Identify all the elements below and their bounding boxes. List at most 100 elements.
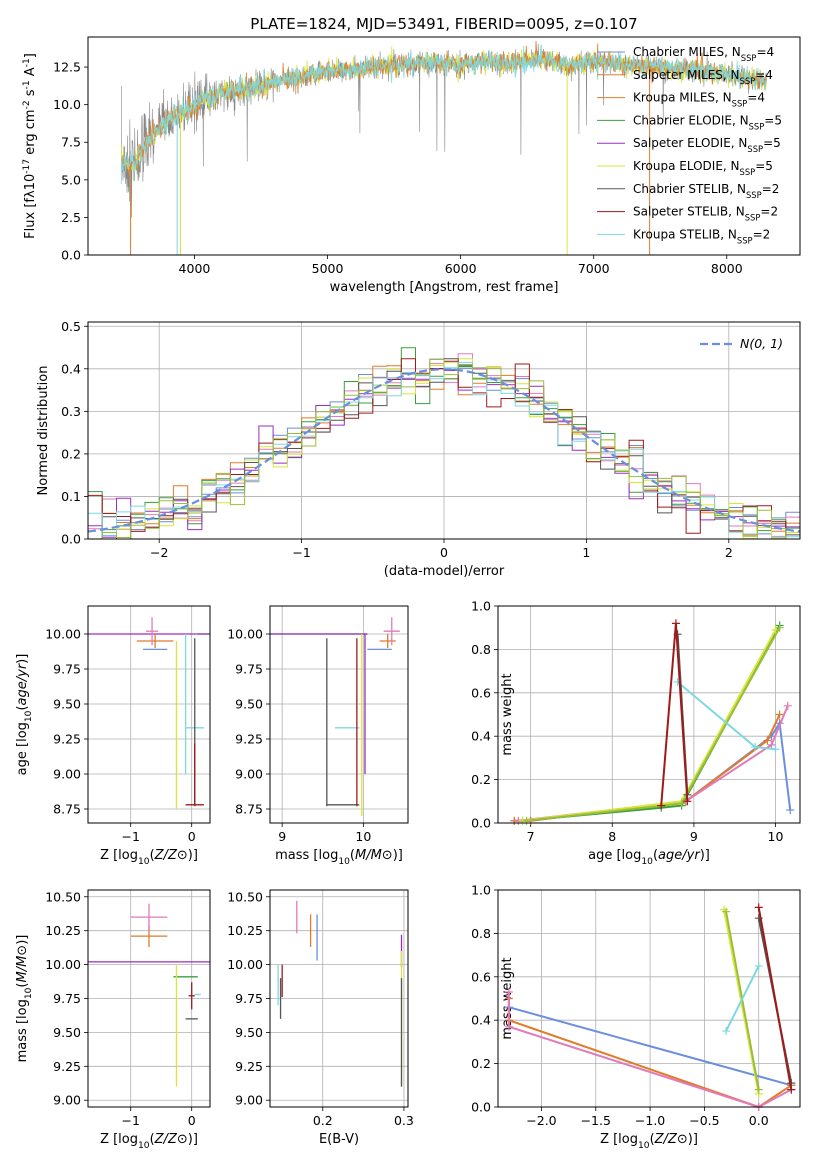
axes-frame [497, 605, 801, 824]
normal-curve [88, 368, 800, 533]
y-tick-label: 0.2 [471, 1056, 491, 1071]
x-tick-label: −1 [292, 545, 310, 560]
y-tick-label: 0.8 [471, 642, 491, 657]
y-axis-label: age [log10(age/yr)] [15, 654, 34, 776]
x-tick-label: 0.2 [313, 1113, 333, 1128]
y-tick-label: 0.5 [61, 319, 81, 334]
series-line [507, 992, 792, 1109]
y-tick-label: 0.0 [61, 532, 81, 547]
plus-marker [754, 961, 763, 970]
series-line [757, 907, 793, 1090]
y-axis-label: Normed distribution [36, 366, 51, 496]
legend-label: Chabrier MILES, NSSP=4 [633, 45, 774, 63]
x-tick-label: −1 [121, 829, 139, 844]
y-tick-label: 12.5 [53, 60, 81, 75]
x-tick-label: 7 [527, 829, 535, 844]
series-line [725, 965, 760, 1032]
plus-marker [783, 701, 792, 710]
y-tick-label: 9.00 [53, 767, 81, 782]
legend-label: Chabrier ELODIE, NSSP=5 [633, 113, 782, 131]
x-tick-label: 0 [440, 545, 448, 560]
x-axis-label: age [log10(age/yr)] [588, 848, 710, 867]
x-tick-label: 10 [768, 829, 784, 844]
x-axis-label: mass [log10(M/M⊙)] [275, 848, 403, 867]
chart-mass_vs_Z: −1 0 9.00 9.25 9.50 9.75 10.00 10.25 10.50 Z [log… [15, 889, 211, 1151]
y-axis-label: mass weight [500, 673, 515, 755]
y-tick-label: 9.50 [235, 1025, 263, 1040]
y-tick-label: 9.00 [53, 1093, 81, 1108]
y-tick-label: 9.75 [53, 991, 81, 1006]
y-tick-label: 10.00 [227, 627, 263, 642]
y-tick-label: 9.50 [53, 1025, 81, 1040]
legend-label: Kroupa MILES, NSSP=4 [633, 91, 765, 109]
axes-frame [87, 36, 801, 256]
x-tick-label: −2.0 [526, 1113, 556, 1128]
y-tick-label: 7.5 [61, 135, 81, 150]
x-axis-label: (data-model)/error [384, 564, 505, 579]
plus-marker [754, 1085, 763, 1094]
legend: N(0, 1) [700, 336, 783, 351]
figure-title: PLATE=1824, MJD=53491, FIBERID=0095, z=0… [250, 15, 637, 33]
y-tick-label: 10.0 [53, 97, 81, 112]
axes-frame [87, 605, 211, 824]
legend-label: Kroupa STELIB, NSSP=2 [633, 227, 770, 245]
legend-label: Chabrier STELIB, NSSP=2 [633, 182, 779, 200]
y-tick-label: 0.1 [61, 489, 81, 504]
plot-area [88, 617, 210, 809]
legend-label: N(0, 1) [740, 336, 783, 351]
chart-mw_vs_age: 7 8 9 10 0.0 0.2 0.4 0.6 0.8 1.0 age [log10(age/yr… [471, 599, 801, 867]
plus-marker [722, 907, 731, 916]
y-tick-label: 10.00 [45, 957, 81, 972]
x-tick-label: 0.0 [749, 1113, 769, 1128]
axes-frame [87, 321, 801, 540]
plus-marker [522, 816, 531, 825]
y-tick-label: 1.0 [471, 599, 491, 614]
plus-marker [786, 805, 795, 814]
y-tick-label: 10.00 [45, 627, 81, 642]
x-tick-label: −1.0 [635, 1113, 665, 1128]
plus-marker [775, 710, 784, 719]
chart-residuals: −2 −1 0 1 2 0.0 0.1 0.2 0.3 0.4 0.5 (data-model)/er… [36, 319, 801, 579]
x-tick-label: 1 [582, 545, 590, 560]
plot-area [504, 903, 796, 1111]
y-tick-label: 9.25 [53, 1059, 81, 1074]
plus-marker [683, 797, 692, 806]
x-tick-label: −2 [150, 545, 168, 560]
plot-area [270, 617, 400, 816]
y-tick-label: 0.4 [471, 729, 491, 744]
y-tick-label: 0.6 [471, 969, 491, 984]
y-tick-label: 0.0 [471, 1100, 491, 1115]
y-tick-label: 2.5 [61, 210, 81, 225]
histogram-series [88, 359, 800, 539]
y-tick-label: 10.50 [227, 889, 263, 904]
x-tick-label: −1.5 [581, 1113, 611, 1128]
plus-marker [787, 1085, 796, 1094]
plus-marker [504, 1022, 513, 1031]
x-tick-label: 9 [278, 829, 286, 844]
x-tick-label: 8000 [711, 261, 743, 276]
plus-marker [671, 619, 680, 628]
series-line [522, 629, 777, 822]
y-tick-label: 9.00 [235, 1093, 263, 1108]
legend-label: Kroupa ELODIE, NSSP=5 [633, 159, 773, 177]
y-tick-label: 0.2 [61, 446, 81, 461]
plus-marker [771, 745, 780, 754]
axes-frame [87, 889, 211, 1108]
y-tick-label: 9.25 [235, 732, 263, 747]
y-tick-label: 10.00 [227, 957, 263, 972]
spectrum-model [120, 40, 767, 177]
y-tick-label: 0.2 [471, 772, 491, 787]
axes-frame [269, 889, 409, 1108]
chart-spectrum: 4000 5000 6000 7000 8000 0.0 2.5 5.0 7.5 10.0 12.5… [22, 36, 801, 295]
x-tick-label: 9 [690, 829, 698, 844]
x-tick-label: 7000 [578, 261, 610, 276]
y-tick-label: 0.0 [471, 816, 491, 831]
plus-marker [763, 736, 772, 745]
x-tick-label: −0.5 [689, 1113, 719, 1128]
x-axis-label: Z [log10(Z/Z⊙)] [100, 848, 198, 867]
legend-label: Salpeter STELIB, NSSP=2 [633, 205, 778, 223]
x-tick-label: 0.3 [394, 1113, 414, 1128]
y-tick-label: 10.25 [227, 923, 263, 938]
plus-marker [677, 799, 686, 808]
